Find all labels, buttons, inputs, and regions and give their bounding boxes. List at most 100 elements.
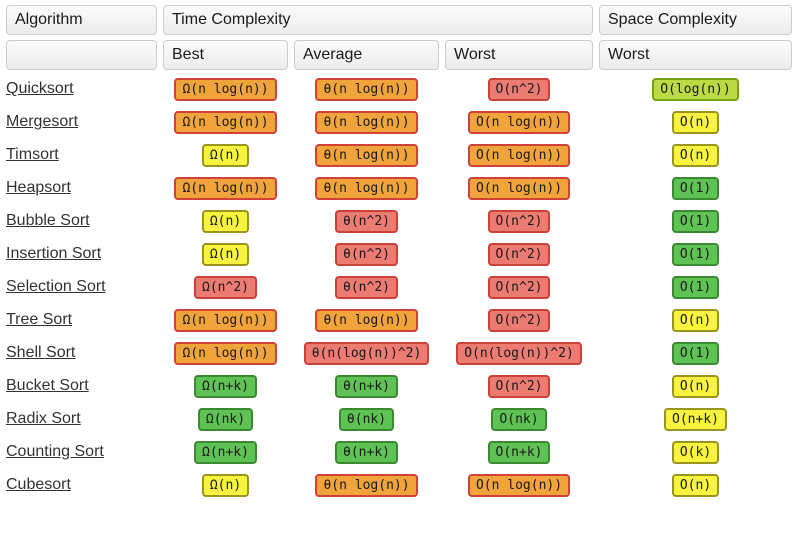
algorithm-link[interactable]: Mergesort: [6, 113, 79, 130]
complexity-badge: O(n^2): [487, 308, 551, 332]
complexity-badge: Ω(n^2): [194, 275, 257, 299]
complexity-badge: Ω(n+k): [194, 374, 257, 398]
complexity-badge: θ(n log(n)): [315, 308, 418, 332]
algorithm-link[interactable]: Heapsort: [6, 179, 71, 196]
complexity-badge: Ω(nk): [197, 407, 254, 431]
best-cell: Ω(n+k): [163, 438, 288, 466]
algorithm-cell: Tree Sort: [6, 306, 157, 334]
worst-cell: O(n(log(n))^2): [445, 339, 593, 367]
space-worst-cell: O(1): [599, 273, 792, 301]
average-cell: θ(n(log(n))^2): [294, 339, 439, 367]
complexity-badge: θ(n+k): [335, 374, 398, 398]
algorithm-link[interactable]: Quicksort: [6, 80, 74, 97]
algorithm-cell: Cubesort: [6, 471, 157, 499]
table-row: Heapsort Ω(n log(n)) θ(n log(n)) O(n log(n)…: [6, 174, 792, 202]
space-worst-cell: O(n): [599, 108, 792, 136]
algorithm-link[interactable]: Counting Sort: [6, 443, 104, 460]
complexity-badge: θ(n log(n)): [315, 143, 418, 167]
table-row: Tree Sort Ω(n log(n)) θ(n log(n)) O(n^2) O(n…: [6, 306, 792, 334]
average-cell: θ(n+k): [294, 372, 439, 400]
complexity-badge: Ω(n log(n)): [174, 308, 277, 332]
best-cell: Ω(n): [163, 471, 288, 499]
complexity-badge: O(n^2): [487, 242, 551, 266]
algorithm-link[interactable]: Radix Sort: [6, 410, 81, 427]
algorithm-link[interactable]: Bucket Sort: [6, 377, 89, 394]
complexity-badge: O(nk): [491, 407, 547, 431]
average-cell: θ(nk): [294, 405, 439, 433]
table-row: Radix Sort Ω(nk) θ(nk) O(nk) O(n+k): [6, 405, 792, 433]
algorithm-link[interactable]: Timsort: [6, 146, 59, 163]
complexity-badge: O(n(log(n))^2): [456, 341, 582, 365]
average-cell: θ(n^2): [294, 207, 439, 235]
complexity-table: Algorithm Time Complexity Space Complexi…: [6, 5, 792, 499]
algorithm-cell: Counting Sort: [6, 438, 157, 466]
complexity-badge: θ(n log(n)): [315, 473, 418, 497]
complexity-badge: θ(n^2): [335, 209, 398, 233]
algorithm-link[interactable]: Selection Sort: [6, 278, 106, 295]
algorithm-link[interactable]: Shell Sort: [6, 344, 76, 361]
average-cell: θ(n^2): [294, 273, 439, 301]
average-cell: θ(n log(n)): [294, 306, 439, 334]
complexity-badge: O(n^2): [487, 275, 551, 299]
complexity-badge: O(1): [671, 176, 720, 200]
worst-cell: O(nk): [445, 405, 593, 433]
algorithm-link[interactable]: Insertion Sort: [6, 245, 102, 262]
worst-cell: O(n log(n)): [445, 108, 593, 136]
worst-cell: O(n^2): [445, 207, 593, 235]
table-row: Timsort Ω(n) θ(n log(n)) O(n log(n)) O(n): [6, 141, 792, 169]
complexity-badge: O(n): [671, 143, 720, 167]
complexity-badge: O(n+k): [487, 440, 551, 464]
complexity-badge: O(log(n)): [652, 77, 739, 101]
complexity-badge: O(n): [671, 110, 720, 134]
complexity-badge: θ(n(log(n))^2): [303, 341, 430, 365]
best-cell: Ω(n log(n)): [163, 108, 288, 136]
header-average: Average: [294, 40, 439, 70]
worst-cell: O(n log(n)): [445, 174, 593, 202]
algorithm-cell: Heapsort: [6, 174, 157, 202]
algorithm-cell: Mergesort: [6, 108, 157, 136]
best-cell: Ω(n log(n)): [163, 75, 288, 103]
header-worst: Worst: [445, 40, 593, 70]
space-worst-cell: O(log(n)): [599, 75, 792, 103]
algorithm-link[interactable]: Bubble Sort: [6, 212, 90, 229]
complexity-badge: O(1): [671, 341, 720, 365]
complexity-badge: O(n): [671, 473, 720, 497]
average-cell: θ(n log(n)): [294, 141, 439, 169]
complexity-badge: Ω(n+k): [194, 440, 257, 464]
algorithm-cell: Quicksort: [6, 75, 157, 103]
best-cell: Ω(n log(n)): [163, 339, 288, 367]
worst-cell: O(n^2): [445, 273, 593, 301]
complexity-badge: θ(n^2): [335, 275, 398, 299]
average-cell: θ(n log(n)): [294, 108, 439, 136]
table-row: Cubesort Ω(n) θ(n log(n)) O(n log(n)) O(n): [6, 471, 792, 499]
algorithm-cell: Timsort: [6, 141, 157, 169]
best-cell: Ω(n): [163, 207, 288, 235]
best-cell: Ω(n log(n)): [163, 174, 288, 202]
average-cell: θ(n^2): [294, 240, 439, 268]
table-header: Algorithm Time Complexity Space Complexi…: [6, 5, 792, 70]
table-row: Bubble Sort Ω(n) θ(n^2) O(n^2) O(1): [6, 207, 792, 235]
header-time-complexity: Time Complexity: [163, 5, 593, 35]
best-cell: Ω(nk): [163, 405, 288, 433]
header-empty: [6, 40, 157, 70]
complexity-badge: Ω(n log(n)): [174, 341, 277, 365]
header-row-cases: Best Average Worst Worst: [6, 40, 792, 70]
table-row: Mergesort Ω(n log(n)) θ(n log(n)) O(n log(n…: [6, 108, 792, 136]
worst-cell: O(n log(n)): [445, 471, 593, 499]
complexity-badge: O(n+k): [664, 407, 727, 431]
algorithm-cell: Bucket Sort: [6, 372, 157, 400]
complexity-badge: O(1): [671, 242, 720, 266]
algorithm-link[interactable]: Tree Sort: [6, 311, 73, 328]
best-cell: Ω(n log(n)): [163, 306, 288, 334]
complexity-badge: θ(nk): [338, 407, 395, 431]
algorithm-cell: Radix Sort: [6, 405, 157, 433]
average-cell: θ(n log(n)): [294, 174, 439, 202]
algorithm-link[interactable]: Cubesort: [6, 476, 71, 493]
complexity-badge: O(1): [671, 275, 720, 299]
complexity-badge: O(n^2): [487, 209, 551, 233]
algorithm-cell: Selection Sort: [6, 273, 157, 301]
complexity-badge: Ω(n): [201, 473, 250, 497]
header-best: Best: [163, 40, 288, 70]
complexity-badge: Ω(n): [201, 143, 250, 167]
